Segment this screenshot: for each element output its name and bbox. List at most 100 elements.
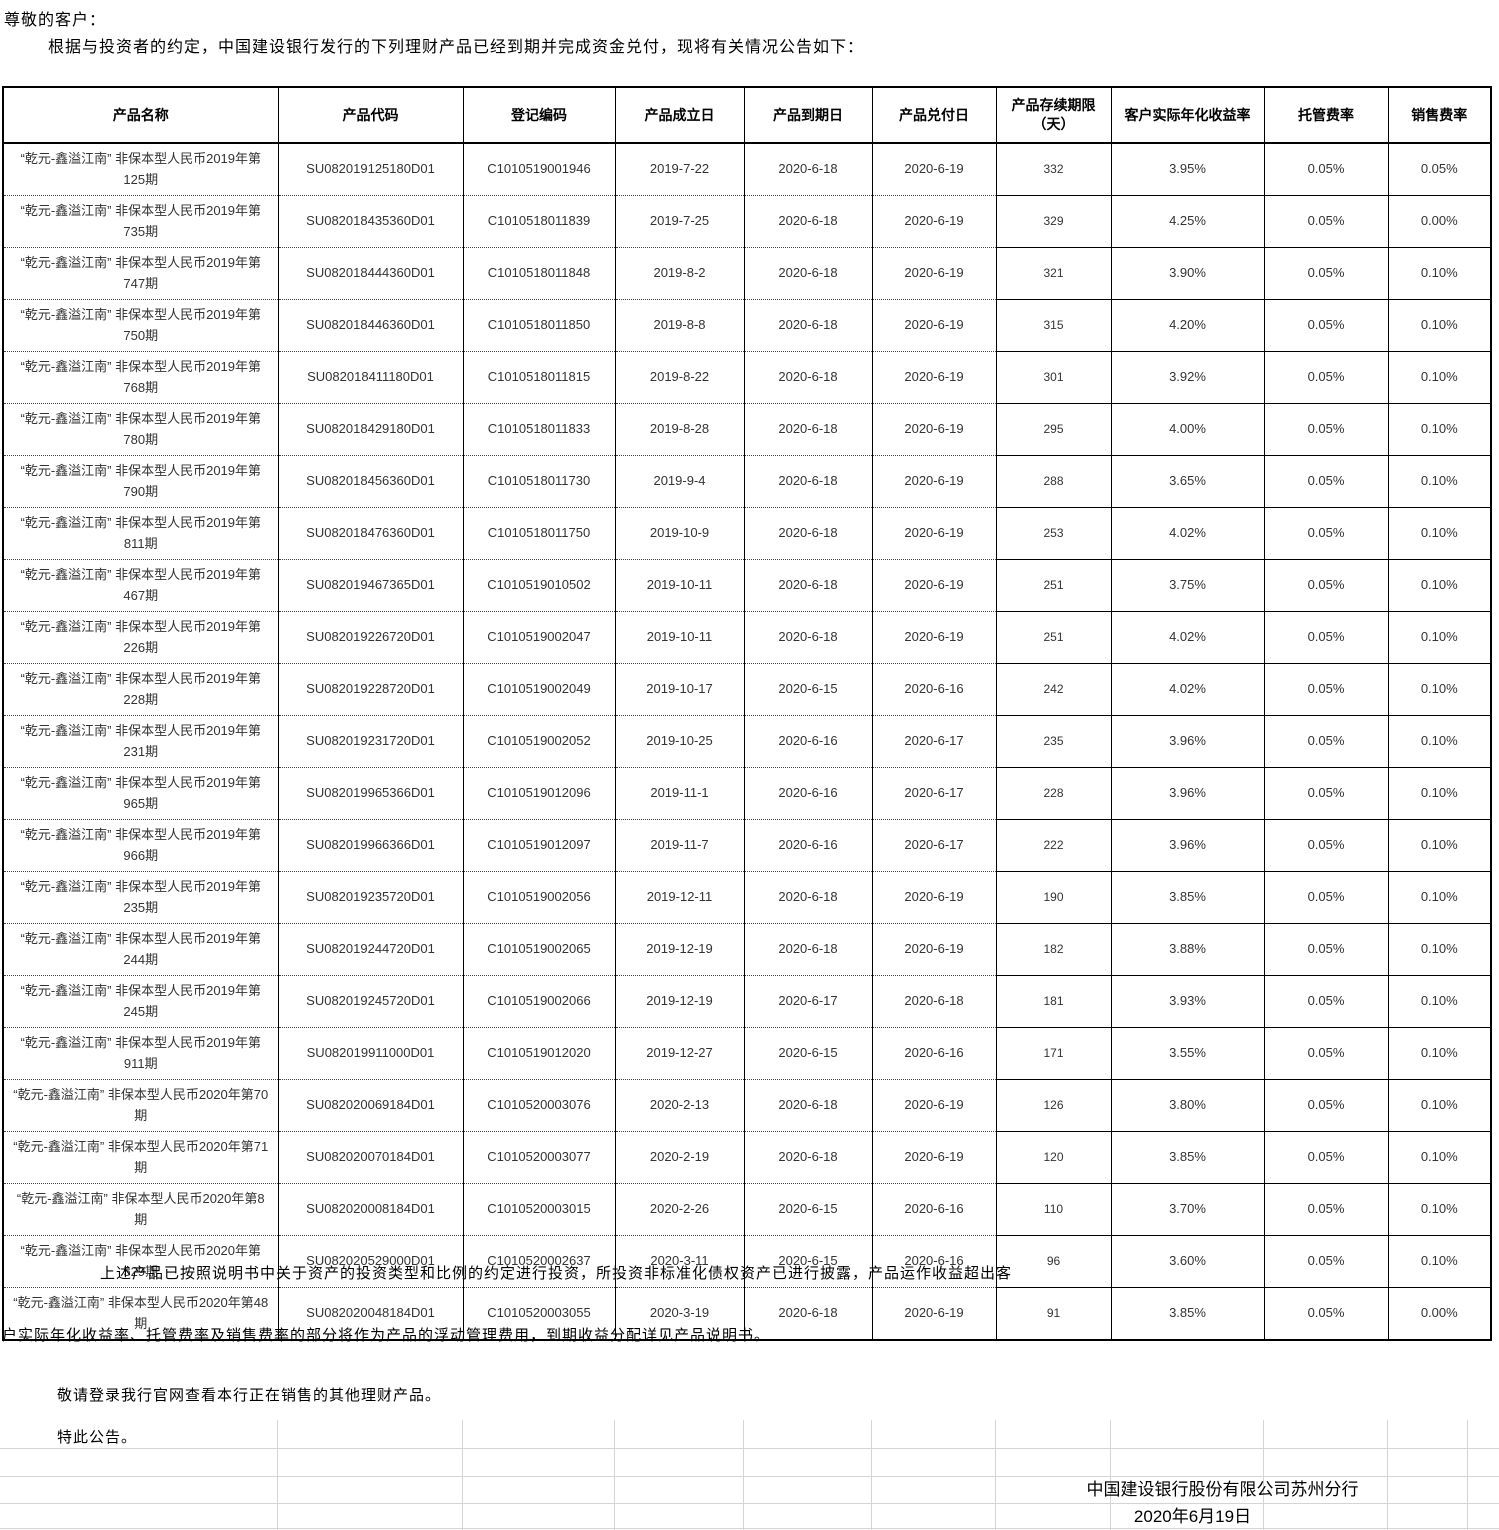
cell-registration-code: C1010520003077 [462, 1131, 616, 1184]
cell-product-name: “乾元-鑫溢江南” 非保本型人民币2019年第965期 [2, 767, 279, 820]
cell-product-name: “乾元-鑫溢江南” 非保本型人民币2019年第780期 [2, 403, 279, 456]
cell-custody-fee: 0.05% [1263, 871, 1389, 924]
gridline-vertical [1110, 1420, 1111, 1530]
cell-product-name: “乾元-鑫溢江南” 非保本型人民币2019年第747期 [2, 247, 279, 300]
cell-product-name: “乾元-鑫溢江南” 非保本型人民币2019年第228期 [2, 663, 279, 716]
header-custody-fee: 托管费率 [1263, 87, 1389, 144]
cell-sales-fee: 0.10% [1387, 559, 1492, 612]
table-row: “乾元-鑫溢江南” 非保本型人民币2019年第790期 SU08201845636… [2, 455, 1492, 508]
cell-duration-days: 228 [995, 767, 1112, 820]
cell-establish-date: 2019-7-25 [614, 195, 745, 248]
cell-maturity-date: 2020-6-18 [743, 871, 873, 924]
cell-duration-days: 222 [995, 819, 1112, 872]
cell-establish-date: 2019-10-25 [614, 715, 745, 768]
cell-maturity-date: 2020-6-18 [743, 611, 873, 664]
cell-duration-days: 171 [995, 1027, 1112, 1080]
cell-annualized-return: 3.60% [1110, 1235, 1265, 1288]
cell-payment-date: 2020-6-19 [871, 403, 997, 456]
gridline-horizontal [0, 1528, 1499, 1529]
table-row: “乾元-鑫溢江南” 非保本型人民币2020年第71期 SU082020070184… [2, 1131, 1492, 1184]
cell-registration-code: C1010518011850 [462, 299, 616, 352]
cell-product-name: “乾元-鑫溢江南” 非保本型人民币2019年第235期 [2, 871, 279, 924]
cell-payment-date: 2020-6-17 [871, 767, 997, 820]
cell-product-name: “乾元-鑫溢江南” 非保本型人民币2019年第735期 [2, 195, 279, 248]
gridline-vertical [871, 1420, 872, 1530]
cell-product-code: SU082019228720D01 [277, 663, 464, 716]
cell-duration-days: 329 [995, 195, 1112, 248]
cell-sales-fee: 0.10% [1387, 611, 1492, 664]
gridline-vertical [1387, 1420, 1388, 1530]
cell-maturity-date: 2020-6-18 [743, 351, 873, 404]
cell-sales-fee: 0.10% [1387, 663, 1492, 716]
cell-product-code: SU082019226720D01 [277, 611, 464, 664]
cell-annualized-return: 4.02% [1110, 507, 1265, 560]
cell-custody-fee: 0.05% [1263, 143, 1389, 196]
gridline-vertical [743, 1420, 744, 1530]
cell-sales-fee: 0.10% [1387, 351, 1492, 404]
cell-registration-code: C1010519002052 [462, 715, 616, 768]
cell-establish-date: 2019-10-17 [614, 663, 745, 716]
cell-custody-fee: 0.05% [1263, 715, 1389, 768]
table-row: “乾元-鑫溢江南” 非保本型人民币2019年第467期 SU08201946736… [2, 559, 1492, 612]
cell-sales-fee: 0.10% [1387, 975, 1492, 1028]
cell-custody-fee: 0.05% [1263, 351, 1389, 404]
cell-product-code: SU082019231720D01 [277, 715, 464, 768]
signature-date: 2020年6月19日 [1133, 1507, 1252, 1526]
cell-product-name: “乾元-鑫溢江南” 非保本型人民币2019年第226期 [2, 611, 279, 664]
cell-product-name: “乾元-鑫溢江南” 非保本型人民币2020年第70期 [2, 1079, 279, 1132]
cell-custody-fee: 0.05% [1263, 819, 1389, 872]
cell-product-code: SU082018446360D01 [277, 299, 464, 352]
cell-maturity-date: 2020-6-16 [743, 819, 873, 872]
cell-product-name: “乾元-鑫溢江南” 非保本型人民币2019年第966期 [2, 819, 279, 872]
cell-custody-fee: 0.05% [1263, 455, 1389, 508]
cell-establish-date: 2019-12-11 [614, 871, 745, 924]
cell-sales-fee: 0.10% [1387, 923, 1492, 976]
cell-payment-date: 2020-6-19 [871, 455, 997, 508]
header-product-name: 产品名称 [2, 87, 279, 144]
gridline-vertical [614, 1420, 615, 1530]
cell-maturity-date: 2020-6-15 [743, 663, 873, 716]
cell-product-name: “乾元-鑫溢江南” 非保本型人民币2019年第790期 [2, 455, 279, 508]
cell-registration-code: C1010519012097 [462, 819, 616, 872]
cell-maturity-date: 2020-6-18 [743, 403, 873, 456]
cell-sales-fee: 0.10% [1387, 871, 1492, 924]
cell-establish-date: 2019-8-8 [614, 299, 745, 352]
cell-establish-date: 2020-2-19 [614, 1131, 745, 1184]
header-sales-fee: 销售费率 [1387, 87, 1492, 144]
signature-organization: 中国建设银行股份有限公司苏州分行 [1086, 1480, 1359, 1499]
cell-duration-days: 96 [995, 1235, 1112, 1288]
cell-payment-date: 2020-6-19 [871, 1079, 997, 1132]
cell-custody-fee: 0.05% [1263, 247, 1389, 300]
cell-registration-code: C1010519002056 [462, 871, 616, 924]
cell-payment-date: 2020-6-19 [871, 299, 997, 352]
cell-duration-days: 242 [995, 663, 1112, 716]
cell-maturity-date: 2020-6-15 [743, 1235, 873, 1288]
cell-registration-code: C1010519002049 [462, 663, 616, 716]
cell-sales-fee: 0.10% [1387, 507, 1492, 560]
cell-product-code: SU082018476360D01 [277, 507, 464, 560]
cell-product-name: “乾元-鑫溢江南” 非保本型人民币2019年第811期 [2, 507, 279, 560]
cell-maturity-date: 2020-6-18 [743, 559, 873, 612]
cell-establish-date: 2019-11-1 [614, 767, 745, 820]
product-table-body: “乾元-鑫溢江南” 非保本型人民币2019年第125期 SU08201912518… [2, 143, 1492, 1340]
cell-maturity-date: 2020-6-18 [743, 455, 873, 508]
table-row: “乾元-鑫溢江南” 非保本型人民币2019年第235期 SU08201923572… [2, 871, 1492, 924]
cell-annualized-return: 4.20% [1110, 299, 1265, 352]
cell-payment-date: 2020-6-17 [871, 715, 997, 768]
cell-product-name: “乾元-鑫溢江南” 非保本型人民币2019年第768期 [2, 351, 279, 404]
table-row: “乾元-鑫溢江南” 非保本型人民币2019年第228期 SU08201922872… [2, 663, 1492, 716]
cell-duration-days: 110 [995, 1183, 1112, 1236]
header-maturity-date: 产品到期日 [743, 87, 873, 144]
table-row: “乾元-鑫溢江南” 非保本型人民币2019年第231期 SU08201923172… [2, 715, 1492, 768]
gridline-vertical [995, 1420, 996, 1530]
cell-payment-date: 2020-6-19 [871, 611, 997, 664]
cell-custody-fee: 0.05% [1263, 195, 1389, 248]
cell-maturity-date: 2020-6-18 [743, 143, 873, 196]
cell-custody-fee: 0.05% [1263, 1287, 1389, 1340]
table-row: “乾元-鑫溢江南” 非保本型人民币2020年第529期 SU08202052900… [2, 1235, 1492, 1288]
cell-duration-days: 315 [995, 299, 1112, 352]
cell-product-name: “乾元-鑫溢江南” 非保本型人民币2019年第911期 [2, 1027, 279, 1080]
cell-duration-days: 295 [995, 403, 1112, 456]
cell-product-code: SU082019235720D01 [277, 871, 464, 924]
products-table: 产品名称 产品代码 登记编码 产品成立日 产品到期日 产品兑付日 产品存续期限（天） 客户实际… [2, 86, 1492, 1341]
